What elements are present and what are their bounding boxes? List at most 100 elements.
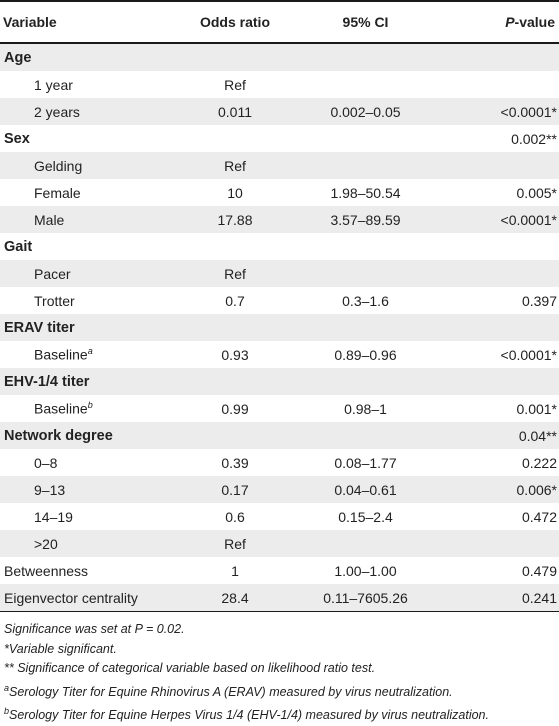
cell-variable-text: Age bbox=[4, 49, 32, 66]
cell-odds-ratio bbox=[178, 125, 292, 152]
cell-variable: Gait bbox=[0, 233, 178, 260]
cell-p-value: 0.005* bbox=[439, 179, 559, 206]
table-row: Pacer Ref bbox=[0, 260, 559, 287]
cell-p-value bbox=[439, 152, 559, 179]
table-footnotes: Significance was set at P = 0.02. *Varia… bbox=[0, 612, 559, 726]
cell-ci: 0.08–1.77 bbox=[292, 449, 439, 476]
cell-odds-ratio: Ref bbox=[178, 152, 292, 179]
table-row: 14–19 0.6 0.15–2.4 0.472 bbox=[0, 503, 559, 530]
cell-ci bbox=[292, 530, 439, 557]
table-row: Sex 0.002** bbox=[0, 125, 559, 152]
cell-p-value: 0.002** bbox=[439, 125, 559, 152]
table-row: 2 years 0.011 0.002–0.05 <0.0001* bbox=[0, 98, 559, 125]
cell-variable: Network degree bbox=[0, 422, 178, 449]
cell-variable-text: 0–8 bbox=[34, 454, 58, 471]
cell-p-value bbox=[439, 260, 559, 287]
footnote-b-mark: b bbox=[4, 706, 10, 717]
cell-ci: 0.3–1.6 bbox=[292, 287, 439, 314]
table-row: Baselinea 0.93 0.89–0.96 <0.0001* bbox=[0, 341, 559, 368]
table-row: Female 10 1.98–50.54 0.005* bbox=[0, 179, 559, 206]
cell-p-value: <0.0001* bbox=[439, 206, 559, 233]
cell-variable-text: Pacer bbox=[34, 265, 71, 282]
header-p-value: P-value bbox=[439, 2, 559, 44]
footnote-double-star: ** Significance of categorical variable … bbox=[4, 661, 376, 675]
cell-odds-ratio: Ref bbox=[178, 71, 292, 98]
cell-variable-text: Network degree bbox=[4, 427, 113, 444]
cell-variable-text: Male bbox=[34, 211, 65, 228]
cell-variable: Betweenness bbox=[0, 557, 178, 584]
table-row: Gait bbox=[0, 233, 559, 260]
cell-variable: Baselineb bbox=[0, 395, 178, 422]
cell-p-value: 0.397 bbox=[439, 287, 559, 314]
cell-odds-ratio: 0.6 bbox=[178, 503, 292, 530]
cell-variable-text: >20 bbox=[34, 535, 58, 552]
footnote-b-text: Serology Titer for Equine Herpes Virus 1… bbox=[9, 708, 489, 723]
cell-p-value: 0.222 bbox=[439, 449, 559, 476]
cell-odds-ratio: 1 bbox=[178, 557, 292, 584]
table-header-row: Variable Odds ratio 95% CI P-value bbox=[0, 2, 559, 44]
table-row: >20 Ref bbox=[0, 530, 559, 557]
cell-variable: Female bbox=[0, 179, 178, 206]
cell-variable: 0–8 bbox=[0, 449, 178, 476]
header-variable: Variable bbox=[0, 2, 178, 44]
cell-odds-ratio bbox=[178, 422, 292, 449]
cell-ci: 0.11–7605.26 bbox=[292, 584, 439, 611]
cell-variable-text: 14–19 bbox=[34, 508, 73, 525]
table-row: Gelding Ref bbox=[0, 152, 559, 179]
cell-p-value: <0.0001* bbox=[439, 341, 559, 368]
cell-variable-text: Baseline bbox=[34, 400, 88, 417]
cell-odds-ratio: 0.011 bbox=[178, 98, 292, 125]
header-odds-ratio: Odds ratio bbox=[178, 2, 292, 44]
cell-variable-text: Betweenness bbox=[4, 562, 89, 579]
cell-ci: 0.89–0.96 bbox=[292, 341, 439, 368]
cell-ci: 1.98–50.54 bbox=[292, 179, 439, 206]
table-top-rule bbox=[0, 0, 559, 2]
cell-ci bbox=[292, 125, 439, 152]
cell-odds-ratio: 28.4 bbox=[178, 584, 292, 611]
cell-ci: 0.04–0.61 bbox=[292, 476, 439, 503]
cell-variable: Eigenvector centrality bbox=[0, 584, 178, 611]
cell-ci bbox=[292, 71, 439, 98]
table-row: 0–8 0.39 0.08–1.77 0.222 bbox=[0, 449, 559, 476]
cell-odds-ratio: Ref bbox=[178, 260, 292, 287]
cell-variable-text: Female bbox=[34, 184, 81, 201]
cell-variable-text: 1 year bbox=[34, 76, 73, 93]
table-row: Trotter 0.7 0.3–1.6 0.397 bbox=[0, 287, 559, 314]
cell-p-value bbox=[439, 314, 559, 341]
cell-p-value: 0.241 bbox=[439, 584, 559, 611]
cell-variable: Pacer bbox=[0, 260, 178, 287]
cell-odds-ratio: 0.7 bbox=[178, 287, 292, 314]
table-bottom-rule bbox=[0, 611, 559, 612]
footnote-a-text: Serology Titer for Equine Rhinovirus A (… bbox=[9, 684, 453, 699]
cell-variable: 14–19 bbox=[0, 503, 178, 530]
cell-variable-text: Eigenvector centrality bbox=[4, 589, 138, 606]
cell-variable: 9–13 bbox=[0, 476, 178, 503]
cell-variable-footnote-mark: b bbox=[87, 400, 93, 411]
cell-odds-ratio bbox=[178, 368, 292, 395]
cell-variable-text: Gelding bbox=[34, 157, 83, 174]
cell-p-value: 0.04** bbox=[439, 422, 559, 449]
cell-variable-text: EHV-1/4 titer bbox=[4, 373, 90, 390]
cell-ci: 1.00–1.00 bbox=[292, 557, 439, 584]
table-row: Network degree 0.04** bbox=[0, 422, 559, 449]
header-ci: 95% CI bbox=[292, 2, 439, 44]
cell-odds-ratio: 0.39 bbox=[178, 449, 292, 476]
cell-variable: >20 bbox=[0, 530, 178, 557]
cell-variable-text: 2 years bbox=[34, 103, 80, 120]
cell-variable: Male bbox=[0, 206, 178, 233]
cell-odds-ratio: 17.88 bbox=[178, 206, 292, 233]
footnote-a: aSerology Titer for Equine Rhinovirus A … bbox=[4, 679, 559, 703]
cell-variable: Trotter bbox=[0, 287, 178, 314]
table-row: EHV-1/4 titer bbox=[0, 368, 559, 395]
cell-p-value bbox=[439, 43, 559, 71]
cell-ci bbox=[292, 314, 439, 341]
cell-variable-text: Gait bbox=[4, 238, 33, 255]
cell-p-value bbox=[439, 530, 559, 557]
cell-odds-ratio: 10 bbox=[178, 179, 292, 206]
cell-odds-ratio bbox=[178, 314, 292, 341]
cell-ci bbox=[292, 233, 439, 260]
cell-ci: 0.98–1 bbox=[292, 395, 439, 422]
footnote-single-star: *Variable significant. bbox=[4, 641, 117, 656]
cell-variable: EHV-1/4 titer bbox=[0, 368, 178, 395]
cell-ci bbox=[292, 152, 439, 179]
